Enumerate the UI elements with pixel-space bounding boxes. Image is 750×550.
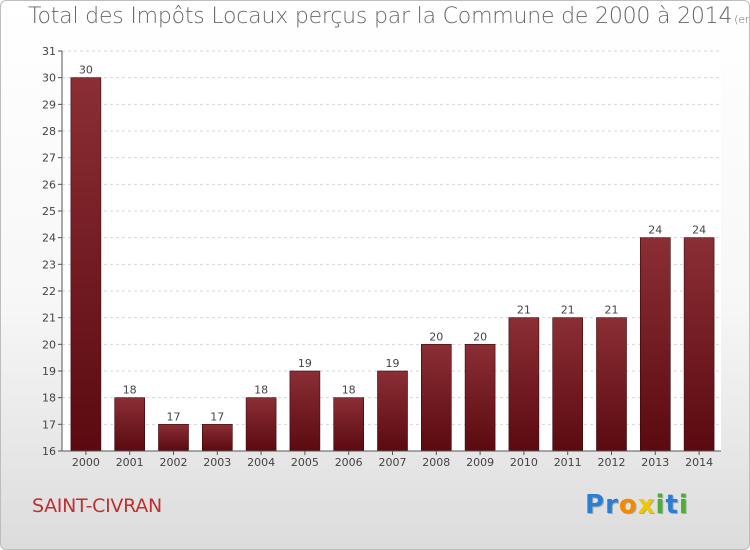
bar xyxy=(158,424,189,452)
bar xyxy=(552,317,584,452)
y-tick-label: 19 xyxy=(42,365,56,378)
bar-value-label: 30 xyxy=(79,64,93,77)
y-tick-label: 29 xyxy=(42,98,56,111)
logo-letter: o xyxy=(618,490,638,520)
y-tick-label: 28 xyxy=(42,125,56,138)
y-tick-label: 22 xyxy=(42,285,56,298)
proxiti-logo: Proxiti xyxy=(585,490,689,520)
x-tick-label: 2012 xyxy=(598,456,626,469)
y-tick-label: 27 xyxy=(42,152,56,165)
x-tick-label: 2011 xyxy=(554,456,582,469)
bar xyxy=(202,424,233,452)
bar-value-label: 21 xyxy=(561,304,575,317)
x-tick-label: 2013 xyxy=(641,456,669,469)
chart-title-text: Total des Impôts Locaux perçus par la Co… xyxy=(28,4,733,29)
y-tick-label: 26 xyxy=(42,178,56,191)
bar xyxy=(596,317,627,452)
logo-letter: i xyxy=(678,490,689,520)
bar xyxy=(464,344,496,452)
chart-title: Total des Impôts Locaux perçus par la Co… xyxy=(28,4,750,29)
logo-letter: P xyxy=(585,490,606,520)
logo-letter: r xyxy=(605,490,619,520)
bar xyxy=(70,77,102,452)
x-tick-label: 2005 xyxy=(291,456,319,469)
bar-value-label: 17 xyxy=(210,410,224,423)
x-tick-label: 2001 xyxy=(116,456,144,469)
logo-letter: t xyxy=(665,490,679,520)
bar-value-label: 20 xyxy=(429,330,443,343)
y-tick-label: 21 xyxy=(42,312,56,325)
bar-value-label: 24 xyxy=(692,224,706,237)
bar-value-label: 21 xyxy=(517,304,531,317)
bar-value-label: 20 xyxy=(473,330,487,343)
bar xyxy=(683,237,715,452)
logo-letter: i xyxy=(655,490,666,520)
x-tick-label: 2000 xyxy=(72,456,100,469)
x-tick-label: 2008 xyxy=(422,456,450,469)
y-tick-label: 25 xyxy=(42,205,56,218)
commune-name: SAINT-CIVRAN xyxy=(32,495,162,517)
x-tick-label: 2003 xyxy=(203,456,231,469)
x-tick-label: 2004 xyxy=(247,456,275,469)
y-tick-label: 23 xyxy=(42,258,56,271)
y-tick-label: 31 xyxy=(42,45,56,58)
y-tick-label: 16 xyxy=(42,445,56,458)
y-tick-label: 18 xyxy=(42,392,56,405)
bar-value-label: 18 xyxy=(342,384,356,397)
bar xyxy=(114,397,145,452)
unit-note: (en milliers d'€) xyxy=(734,13,750,26)
bar xyxy=(420,344,452,452)
bar-value-label: 21 xyxy=(605,304,619,317)
x-tick-label: 2007 xyxy=(379,456,407,469)
bar xyxy=(289,370,321,452)
x-tick-label: 2009 xyxy=(466,456,494,469)
bar-value-label: 24 xyxy=(648,224,662,237)
bar-value-label: 17 xyxy=(167,410,181,423)
bar xyxy=(377,370,408,452)
bar-value-label: 19 xyxy=(386,357,400,370)
y-tick-label: 24 xyxy=(42,232,56,245)
y-tick-label: 20 xyxy=(42,338,56,351)
bar-value-label: 19 xyxy=(298,357,312,370)
bar xyxy=(508,317,540,452)
logo-letter: x xyxy=(637,490,656,520)
y-tick-label: 17 xyxy=(42,418,56,431)
bar xyxy=(333,397,365,452)
x-tick-label: 2006 xyxy=(335,456,363,469)
bar-value-label: 18 xyxy=(123,384,137,397)
x-tick-label: 2010 xyxy=(510,456,538,469)
x-tick-label: 2002 xyxy=(160,456,188,469)
bar-value-label: 18 xyxy=(254,384,268,397)
bar xyxy=(639,237,671,452)
x-tick-label: 2014 xyxy=(685,456,713,469)
y-tick-label: 30 xyxy=(42,72,56,85)
bar xyxy=(245,397,277,452)
